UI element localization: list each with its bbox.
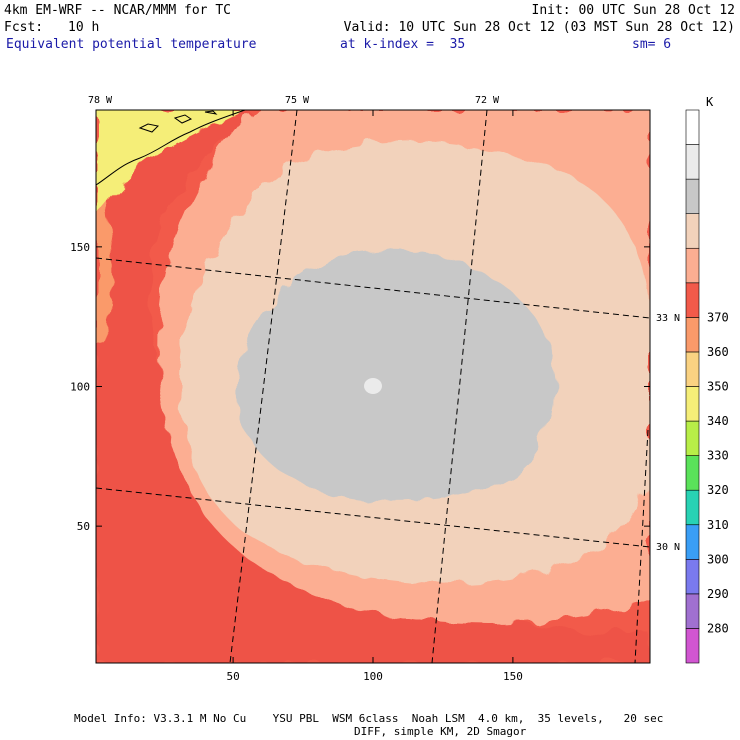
lon-line-69w [634, 429, 649, 663]
colorbar-swatch [685, 178, 700, 214]
colorbar-label: 310 [707, 518, 729, 532]
colorbar-swatch [685, 247, 700, 284]
colorbar-label: 300 [707, 552, 729, 566]
colorbar-label: 290 [707, 587, 729, 601]
x-tick-label: 150 [503, 670, 523, 683]
lon-line-72w [431, 110, 488, 663]
geo-labels: 78 W 75 W 72 W 33 N 30 N [88, 95, 680, 553]
init-time: Init: 00 UTC Sun 28 Oct 12 [531, 3, 736, 18]
lat-label: 30 N [656, 542, 680, 553]
y-tick-label: 50 [77, 520, 90, 533]
colorbar-label: 350 [707, 380, 729, 394]
lon-label: 72 W [475, 95, 500, 106]
lon-label: 78 W [88, 95, 113, 106]
colorbar-label: 280 [707, 621, 729, 635]
forecast-label: Fcst: [4, 20, 44, 35]
y-tick-label: 100 [70, 381, 90, 394]
colorbar-swatch [685, 489, 700, 526]
colorbar-label: 370 [707, 310, 729, 324]
colorbar-swatch [685, 559, 700, 595]
colorbar-unit: K [706, 95, 714, 109]
model-title: 4km EM-WRF -- NCAR/MMM for TC [4, 3, 231, 18]
core-355 [235, 251, 556, 503]
x-tick-label: 100 [363, 670, 383, 683]
colorbar-swatch [685, 455, 700, 491]
colorbar-swatch [685, 628, 700, 664]
lat-line-30n [96, 487, 650, 548]
axis-ticks: 50 100 150 50 100 150 [70, 110, 650, 683]
colorbar-swatch [685, 282, 700, 318]
lon-line-75w [229, 110, 298, 663]
valid-time: Valid: 10 UTC Sun 28 Oct 12 (03 MST Sun … [343, 20, 735, 35]
y-tick-label: 150 [70, 241, 90, 254]
level-index: at k-index = 35 [340, 37, 466, 52]
field-name: Equivalent potential temperature [6, 37, 257, 52]
colorbar-swatch [685, 144, 700, 180]
colorbar-label: 330 [707, 449, 729, 463]
smoothing: sm= 6 [632, 37, 672, 52]
colorbar-swatch [685, 213, 700, 249]
field-map [96, 110, 650, 663]
model-info-diff: DIFF, simple KM, 2D Smagor [354, 725, 527, 738]
lat-label: 33 N [656, 313, 680, 324]
colorbar-swatch [685, 420, 700, 456]
colorbar-swatch [685, 109, 700, 145]
colorbar: 280 290 300 310 320 330 340 350 360 370 K [685, 95, 729, 664]
x-tick-label: 50 [226, 670, 239, 683]
colorbar-label: 360 [707, 345, 729, 359]
lon-label: 75 W [285, 95, 310, 106]
colorbar-swatch [685, 317, 700, 353]
lat-line-33n [96, 257, 650, 319]
forecast-hour: 10 h [68, 20, 100, 35]
land-area [96, 110, 245, 215]
colorbar-swatch [685, 593, 700, 629]
colorbar-swatch [685, 351, 700, 387]
model-info: Model Info: V3.3.1 M No Cu YSU PBL WSM 6… [74, 712, 664, 725]
graticule [96, 110, 650, 663]
coast-islands [138, 110, 218, 133]
colorbar-swatch [685, 524, 700, 560]
coastline [96, 110, 246, 186]
center-max [364, 378, 382, 394]
colorbar-swatch [685, 386, 700, 422]
colorbar-label: 320 [707, 483, 729, 497]
colorbar-label: 340 [707, 414, 729, 428]
